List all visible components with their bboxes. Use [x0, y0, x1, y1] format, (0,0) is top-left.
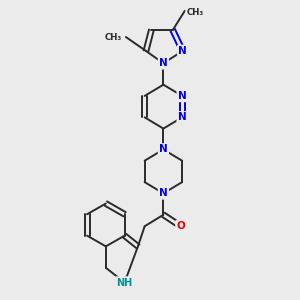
- Text: N: N: [159, 188, 168, 198]
- Text: N: N: [159, 58, 168, 68]
- Text: CH₃: CH₃: [105, 32, 122, 41]
- Text: N: N: [178, 46, 187, 56]
- Text: N: N: [178, 91, 187, 101]
- Text: CH₃: CH₃: [186, 8, 203, 16]
- Text: N: N: [178, 112, 187, 122]
- Text: N: N: [159, 145, 168, 154]
- Text: NH: NH: [116, 278, 133, 287]
- Text: O: O: [176, 221, 185, 231]
